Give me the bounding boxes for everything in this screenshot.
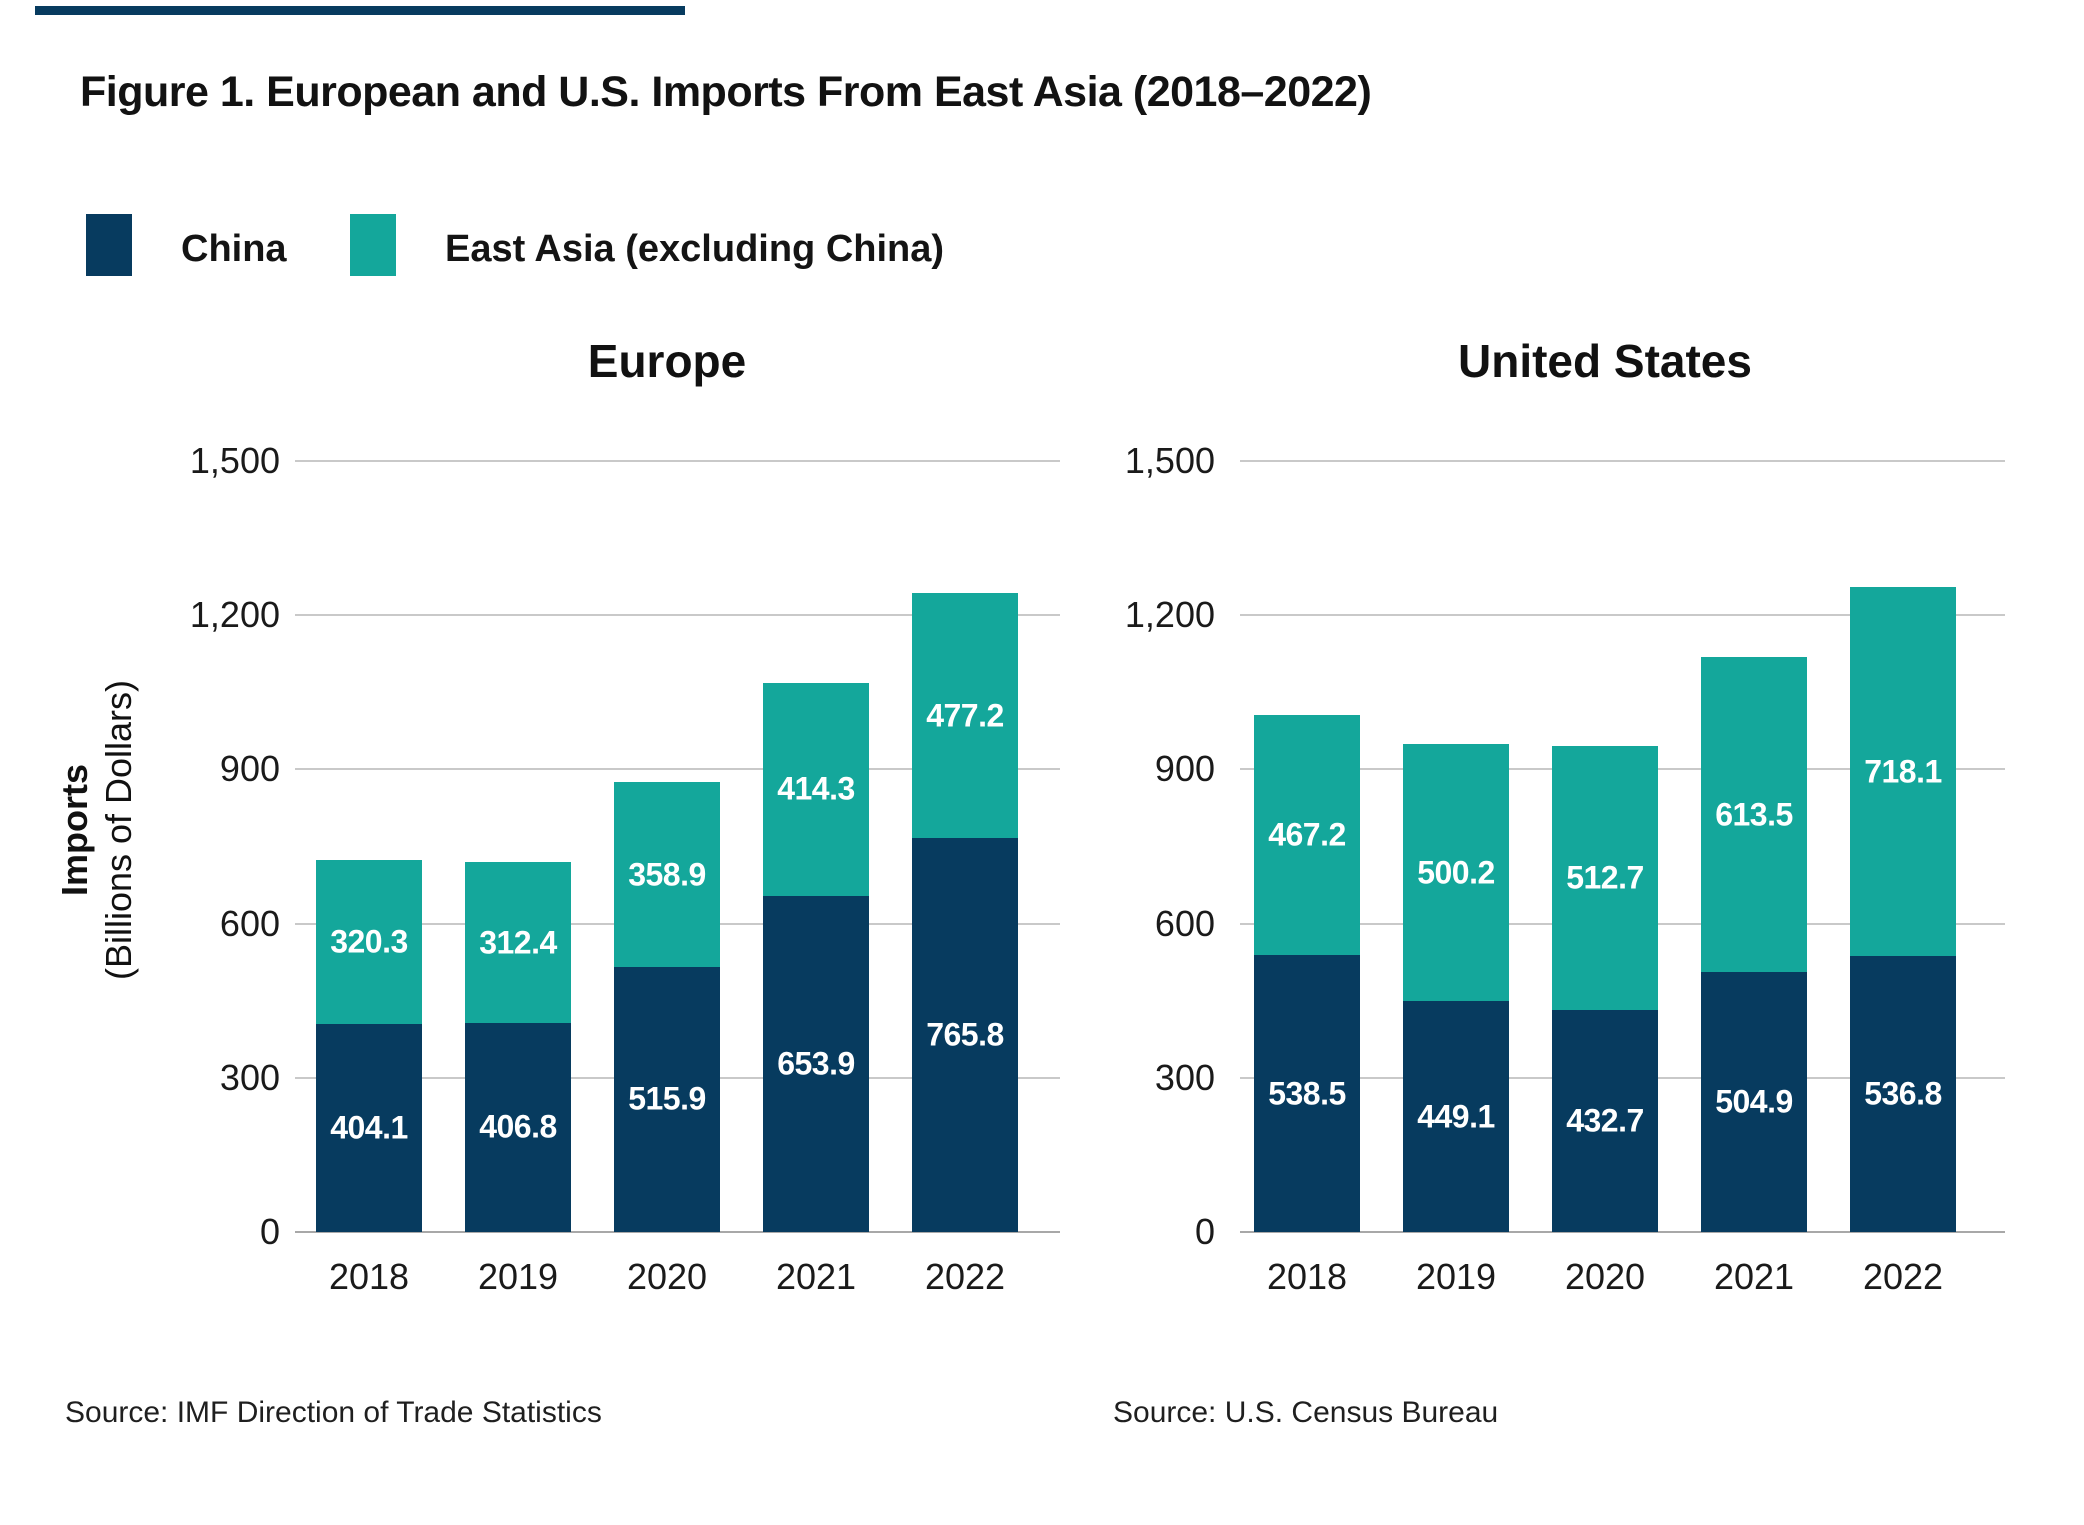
bar-value-label: 653.9 (777, 1045, 855, 1082)
europe-bar-2021-china: 653.9 (763, 895, 869, 1232)
united-states-x-tick-2021: 2021 (1713, 1256, 1795, 1297)
source-note-united-states: Source: U.S. Census Bureau (1113, 1396, 1499, 1429)
bar-value-label: 477.2 (926, 697, 1004, 734)
europe-y-tick-label: 600 (219, 902, 280, 944)
europe-bar-2022-east-asia-excluding-china-: 477.2 (912, 593, 1018, 839)
europe-bar-2018-east-asia-excluding-china-: 320.3 (316, 859, 422, 1025)
united-states-bar-2022-east-asia-excluding-china-: 718.1 (1850, 586, 1956, 957)
europe-bar-2022-china: 765.8 (912, 838, 1018, 1232)
bar-value-label: 718.1 (1864, 753, 1942, 790)
bar-value-label: 613.5 (1715, 796, 1793, 833)
united-states-bar-2020-east-asia-excluding-china-: 512.7 (1552, 746, 1658, 1010)
europe-bar-2019-east-asia-excluding-china-: 312.4 (465, 862, 571, 1023)
united-states-x-tick-2018: 2018 (1266, 1256, 1348, 1297)
europe-y-tick-label: 1,200 (189, 594, 280, 636)
united-states-bar-2018-china: 538.5 (1254, 955, 1360, 1232)
europe-gridline-1200 (295, 614, 1060, 617)
source-note-europe: Source: IMF Direction of Trade Statistic… (65, 1396, 602, 1429)
legend-swatch-east-asia (350, 214, 396, 276)
bar-value-label: 504.9 (1715, 1083, 1793, 1120)
europe-x-tick-2022: 2022 (924, 1256, 1006, 1297)
europe-gridline-0 (295, 1231, 1060, 1233)
bar-value-label: 467.2 (1268, 816, 1346, 853)
united-states-y-tick-label: 600 (1154, 902, 1215, 944)
chart-title-europe: Europe (587, 335, 747, 387)
figure-top-rule (35, 6, 685, 15)
figure-title: Figure 1. European and U.S. Imports From… (80, 68, 1372, 116)
bar-value-label: 358.9 (628, 856, 706, 893)
united-states-gridline-1500 (1240, 460, 2005, 462)
united-states-gridline-1200 (1240, 614, 2005, 617)
bar-value-label: 320.3 (330, 923, 408, 960)
united-states-bar-2019-china: 449.1 (1403, 1001, 1509, 1232)
united-states-bar-2021-china: 504.9 (1701, 972, 1807, 1232)
europe-bar-2020-east-asia-excluding-china-: 358.9 (614, 782, 720, 967)
europe-y-tick-label: 1,500 (189, 440, 280, 481)
europe-bar-2019-china: 406.8 (465, 1022, 571, 1232)
bar-value-label: 515.9 (628, 1080, 706, 1117)
europe-gridline-900 (295, 768, 1060, 771)
united-states-bar-2019-east-asia-excluding-china-: 500.2 (1403, 744, 1509, 1002)
bar-value-label: 312.4 (479, 924, 557, 961)
united-states-x-tick-2020: 2020 (1564, 1256, 1646, 1297)
europe-bar-2021-east-asia-excluding-china-: 414.3 (763, 682, 869, 896)
bar-value-label: 406.8 (479, 1108, 557, 1145)
europe-y-tick-label: 0 (259, 1211, 280, 1252)
europe-x-tick-2018: 2018 (328, 1256, 410, 1297)
bar-value-label: 538.5 (1268, 1075, 1346, 1112)
bar-value-label: 500.2 (1417, 854, 1495, 891)
united-states-gridline-0 (1240, 1231, 2005, 1233)
united-states-y-tick-label: 900 (1154, 748, 1215, 790)
bar-value-label: 414.3 (777, 770, 855, 807)
europe-x-tick-2020: 2020 (626, 1256, 708, 1297)
europe-x-tick-2019: 2019 (477, 1256, 559, 1297)
united-states-y-tick-label: 0 (1194, 1211, 1215, 1252)
bar-value-label: 404.1 (330, 1109, 408, 1146)
united-states-x-tick-2019: 2019 (1415, 1256, 1497, 1297)
legend-label-china: China (181, 228, 287, 270)
united-states-bar-2022-china: 536.8 (1850, 956, 1956, 1232)
bar-value-label: 512.7 (1566, 859, 1644, 896)
europe-x-tick-2021: 2021 (775, 1256, 857, 1297)
europe-y-tick-label: 300 (219, 1056, 280, 1098)
bar-value-label: 765.8 (926, 1016, 1004, 1053)
united-states-bar-2018-east-asia-excluding-china-: 467.2 (1254, 715, 1360, 956)
europe-y-tick-label: 900 (219, 748, 280, 790)
bar-value-label: 536.8 (1864, 1075, 1942, 1112)
united-states-x-tick-2022: 2022 (1862, 1256, 1944, 1297)
united-states-bar-2021-east-asia-excluding-china-: 613.5 (1701, 657, 1807, 973)
legend-swatch-china (86, 214, 132, 276)
united-states-y-tick-label: 1,200 (1124, 594, 1215, 636)
legend-label-east-asia: East Asia (excluding China) (445, 228, 945, 270)
bar-value-label: 432.7 (1566, 1102, 1644, 1139)
united-states-y-tick-label: 300 (1154, 1056, 1215, 1098)
europe-bar-2020-china: 515.9 (614, 966, 720, 1232)
chart-title-united-states: United States (1458, 335, 1752, 387)
europe-bar-2018-china: 404.1 (316, 1024, 422, 1232)
united-states-bar-2020-china: 432.7 (1552, 1009, 1658, 1232)
united-states-y-tick-label: 1,500 (1124, 440, 1215, 481)
europe-gridline-1500 (295, 460, 1060, 462)
bar-value-label: 449.1 (1417, 1098, 1495, 1135)
